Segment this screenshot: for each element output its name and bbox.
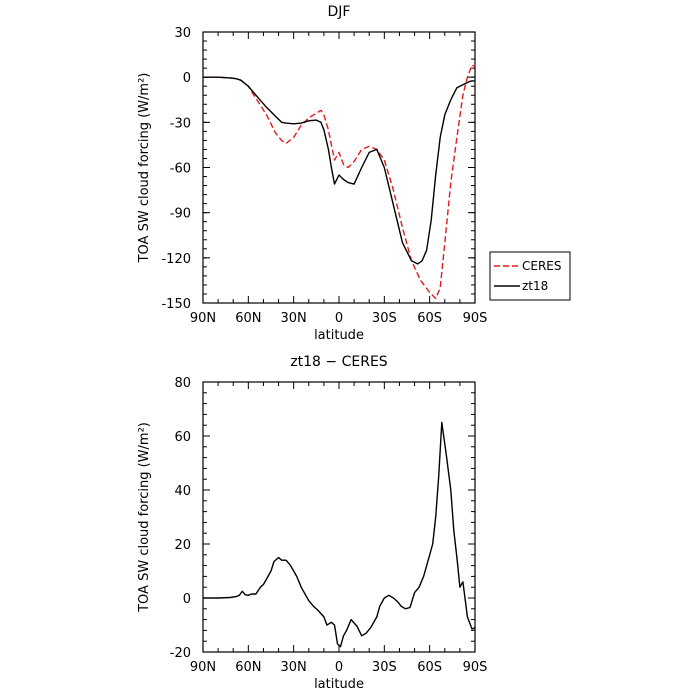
top-x-tick-label: 60N [235, 311, 261, 326]
bottom-y-tick-label: 80 [174, 376, 191, 391]
top-y-tick-label: -60 [170, 162, 191, 177]
bottom-y-axis-title: TOA SW cloud forcing (W/m²) [137, 422, 152, 613]
bottom-x-tick-label: 60S [417, 660, 442, 675]
bottom-plot-frame [202, 381, 476, 653]
top-y-tick-label: -120 [161, 252, 191, 267]
bottom-chart-title: zt18 − CERES [290, 354, 387, 370]
top-y-tick-label: 0 [183, 71, 191, 86]
bottom-x-axis-title: latitude [314, 677, 364, 692]
bottom-x-tick-label: 30S [372, 660, 397, 675]
top-x-tick-label: 90N [190, 311, 216, 326]
bottom-y-tick-label: -20 [170, 646, 191, 661]
top-y-tick-label: 30 [174, 26, 191, 41]
top-x-tick-label: 60S [417, 311, 442, 326]
bottom-y-tick-label: 60 [174, 430, 191, 445]
top-x-axis-title: latitude [314, 328, 364, 343]
bottom-y-tick-label: 40 [174, 484, 191, 499]
top-series-line-zt18 [203, 76, 475, 265]
bottom-x-tick-label: 30N [281, 660, 307, 675]
top-y-axis-title: TOA SW cloud forcing (W/m²) [137, 73, 152, 264]
bottom-x-tick-label: 60N [235, 660, 261, 675]
top-x-tick-label: 30S [372, 311, 397, 326]
top-series-line-ceres [203, 64, 476, 300]
top-plot-frame [202, 31, 476, 304]
bottom-x-tick-label: 90N [190, 660, 216, 675]
legend-label-ceres: CERES [522, 259, 562, 273]
top-chart-title: DJF [328, 4, 351, 20]
top-x-tick-label: 30N [281, 311, 307, 326]
bottom-x-tick-label: 0 [335, 660, 343, 675]
bottom-series-line-0 [203, 421, 476, 648]
bottom-y-tick-label: 20 [174, 538, 191, 553]
bottom-y-tick-label: 0 [183, 592, 191, 607]
top-x-tick-label: 90S [463, 311, 488, 326]
bottom-x-tick-label: 90S [463, 660, 488, 675]
top-y-tick-label: -90 [170, 207, 191, 222]
legend-label-zt18: zt18 [522, 279, 548, 293]
top-y-tick-label: -150 [161, 297, 191, 312]
legend-box [489, 251, 571, 301]
top-y-tick-label: -30 [170, 116, 191, 131]
top-x-tick-label: 0 [335, 311, 343, 326]
